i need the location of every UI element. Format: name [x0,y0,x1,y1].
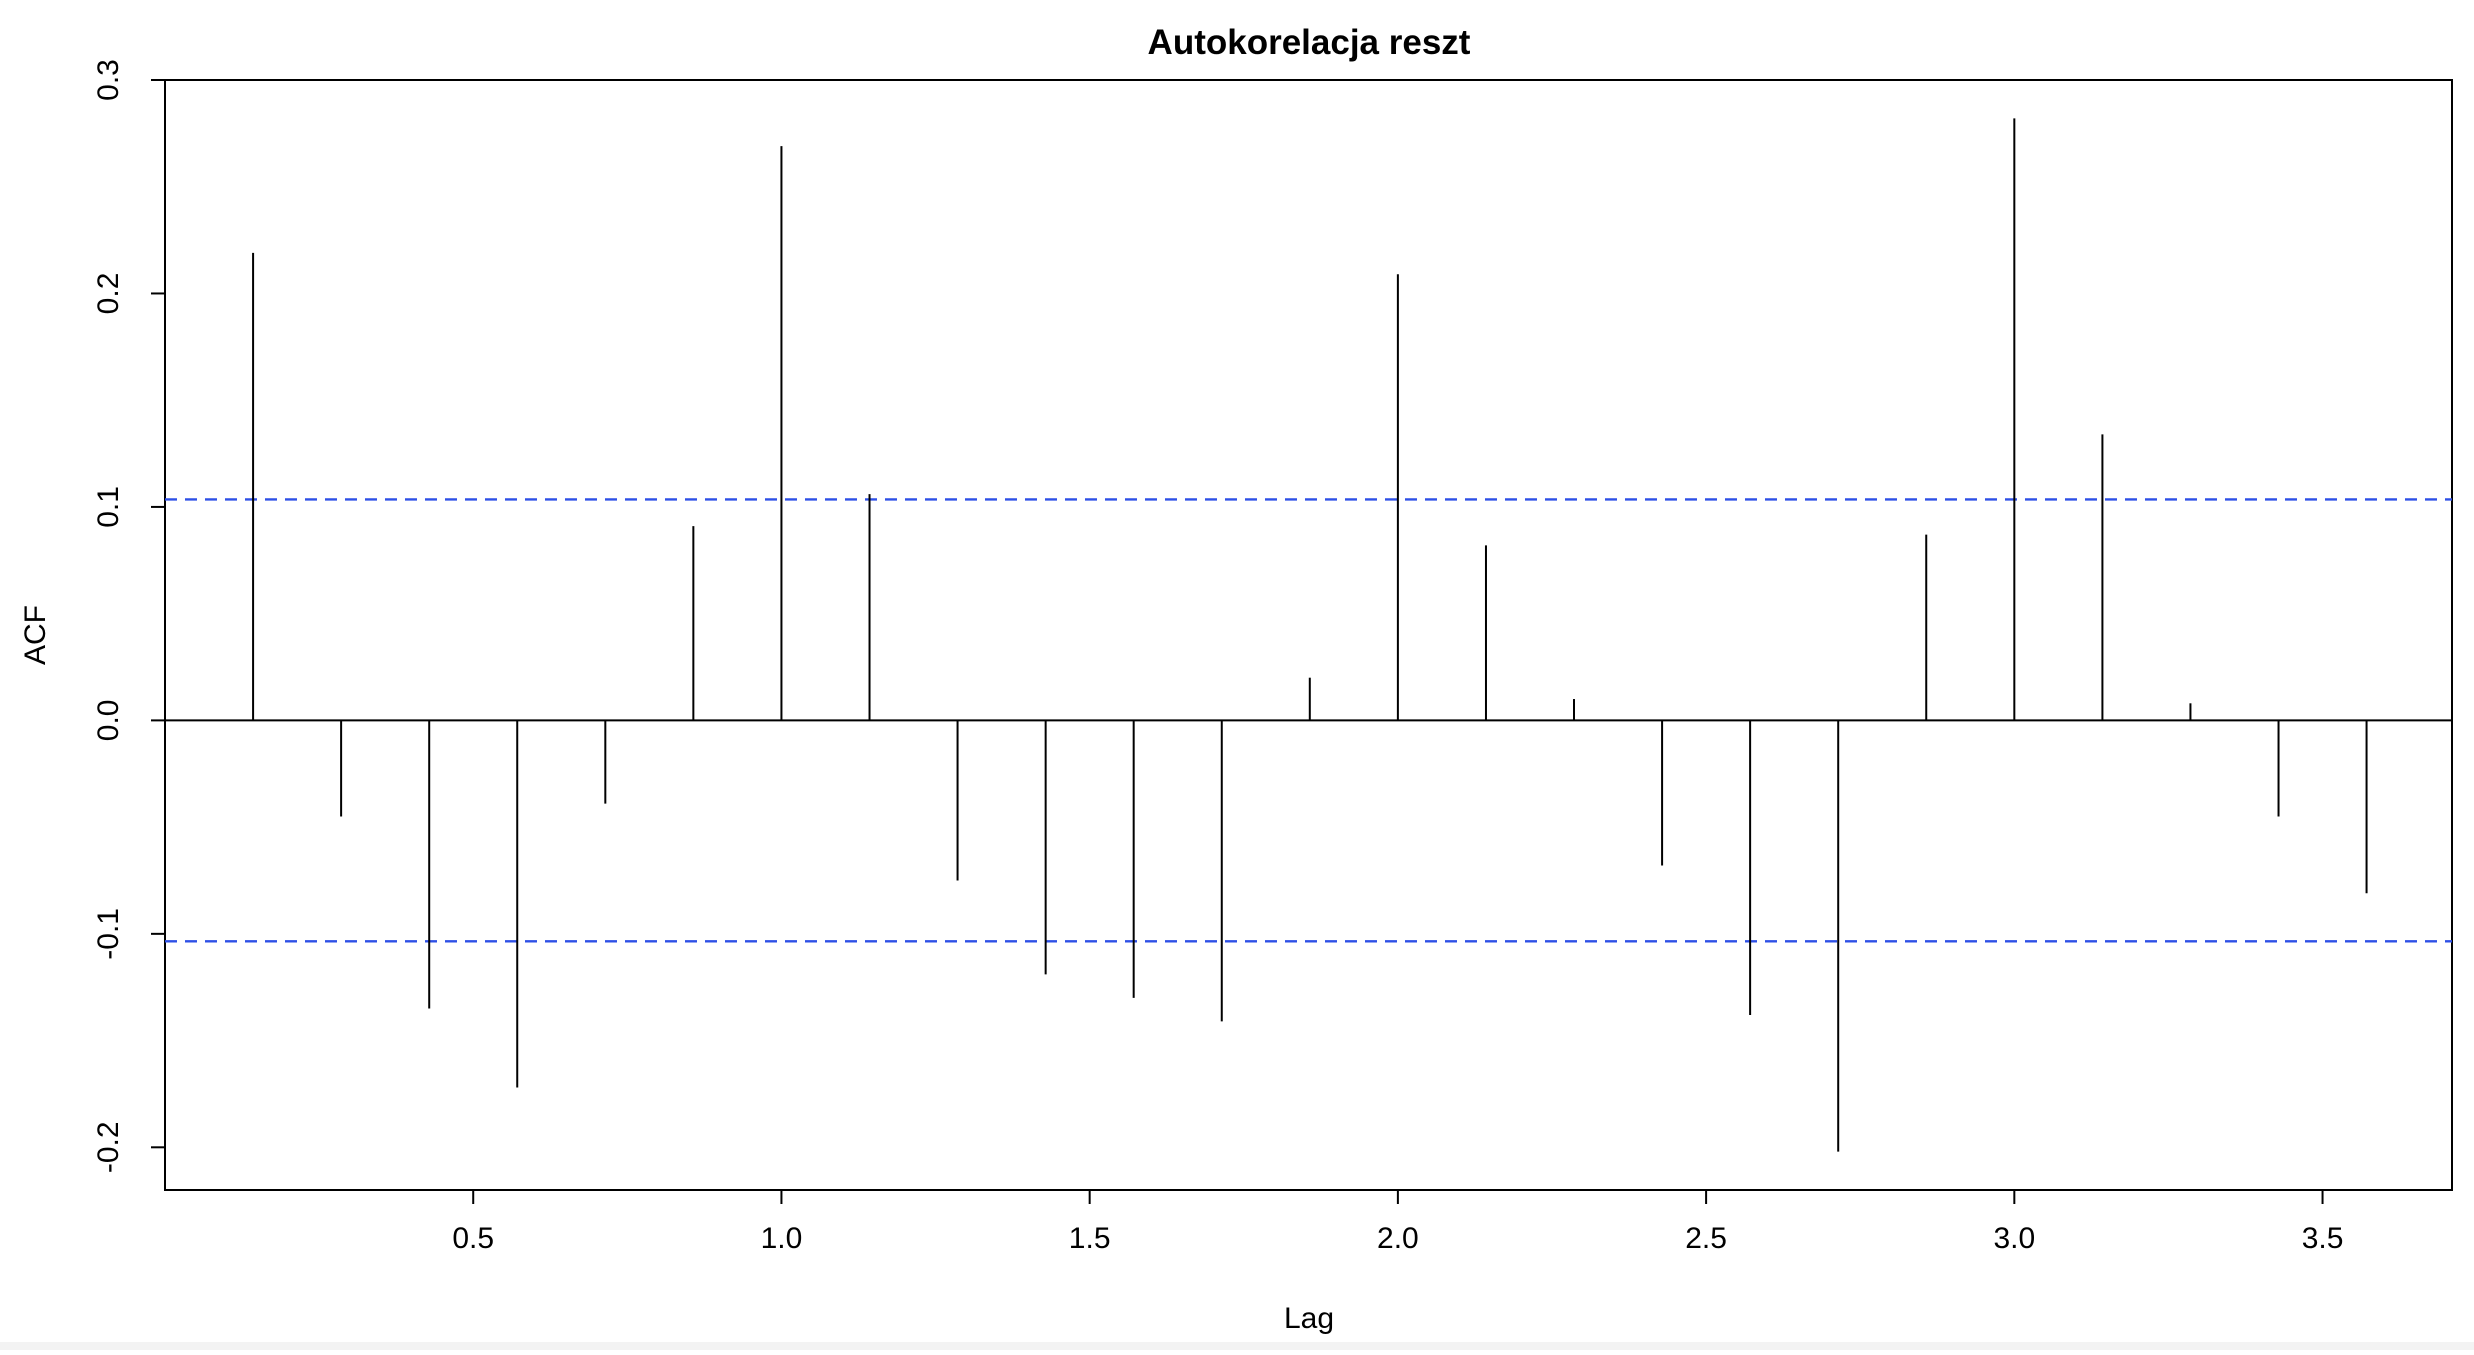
reference-lines [165,498,2452,943]
y-axis: -0.2 -0.1 0.0 0.1 0.2 0.3 [92,59,165,1173]
x-tick-label: 2.0 [1377,1222,1419,1255]
x-tick-label: 2.5 [1685,1222,1727,1255]
chart-title: Autokorelacja reszt [1148,23,1471,62]
acf-stems [252,118,2368,1152]
y-axis-title: ACF [19,605,52,665]
y-tick-label: 0.0 [92,700,125,742]
y-tick-label: 0.3 [92,59,125,101]
x-axis-title: Lag [1284,1302,1334,1335]
x-axis: 0.5 1.0 1.5 2.0 2.5 3.0 3.5 [452,1190,2343,1255]
x-tick-label: 0.5 [452,1222,494,1255]
y-tick-label: 0.2 [92,273,125,315]
bottom-strip [0,1342,2474,1350]
x-tick-label: 3.0 [1993,1222,2035,1255]
y-tick-label: -0.1 [92,908,125,960]
x-tick-label: 1.0 [761,1222,803,1255]
x-tick-label: 1.5 [1069,1222,1111,1255]
y-tick-label: 0.1 [92,486,125,528]
plot-frame [164,79,2453,1191]
y-tick-label: -0.2 [92,1121,125,1173]
x-tick-label: 3.5 [2302,1222,2344,1255]
